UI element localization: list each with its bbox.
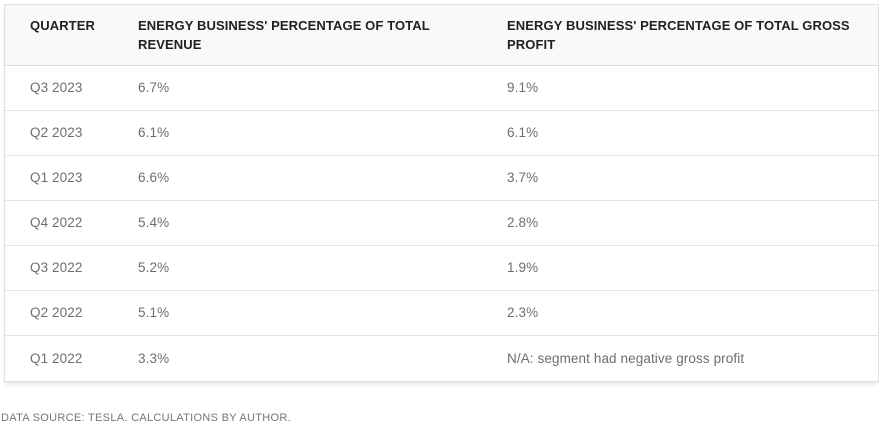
cell-revenue-pct: 6.7%: [138, 80, 170, 96]
table-row: Q3 2022 5.2% 1.9%: [5, 245, 878, 291]
table-row: Q1 2023 6.6% 3.7%: [5, 155, 878, 201]
cell-quarter: Q4 2022: [30, 215, 83, 231]
cell-quarter: Q2 2023: [30, 125, 83, 141]
table-row: Q2 2022 5.1% 2.3%: [5, 290, 878, 336]
cell-quarter: Q1 2023: [30, 170, 83, 186]
cell-revenue-pct: 5.1%: [138, 305, 170, 321]
cell-gross-profit-pct: 2.3%: [507, 305, 539, 321]
data-source-note: DATA SOURCE: TESLA. CALCULATIONS BY AUTH…: [1, 411, 292, 424]
cell-gross-profit-pct: 1.9%: [507, 260, 539, 276]
table-row: Q4 2022 5.4% 2.8%: [5, 200, 878, 246]
column-header-quarter: QUARTER: [30, 18, 95, 33]
cell-gross-profit-pct: 6.1%: [507, 125, 539, 141]
table-header-row: QUARTER ENERGY BUSINESS' PERCENTAGE OF T…: [5, 5, 878, 66]
cell-revenue-pct: 3.3%: [138, 350, 170, 366]
table-row: Q2 2023 6.1% 6.1%: [5, 110, 878, 156]
cell-gross-profit-pct: 2.8%: [507, 215, 539, 231]
cell-quarter: Q3 2022: [30, 260, 83, 276]
table-row: Q1 2022 3.3% N/A: segment had negative g…: [5, 335, 878, 381]
cell-revenue-pct: 5.2%: [138, 260, 170, 276]
column-header-revenue-pct: ENERGY BUSINESS' PERCENTAGE OF TOTAL REV…: [138, 18, 430, 52]
table-row: Q3 2023 6.7% 9.1%: [5, 65, 878, 111]
column-header-gross-profit-pct: ENERGY BUSINESS' PERCENTAGE OF TOTAL GRO…: [507, 18, 850, 52]
cell-revenue-pct: 6.6%: [138, 170, 170, 186]
cell-quarter: Q2 2022: [30, 305, 83, 321]
cell-quarter: Q1 2022: [30, 350, 83, 366]
cell-gross-profit-pct: N/A: segment had negative gross profit: [507, 350, 745, 366]
cell-revenue-pct: 5.4%: [138, 215, 170, 231]
cell-gross-profit-pct: 3.7%: [507, 170, 539, 186]
cell-revenue-pct: 6.1%: [138, 125, 170, 141]
cell-quarter: Q3 2023: [30, 80, 83, 96]
cell-gross-profit-pct: 9.1%: [507, 80, 539, 96]
energy-business-table: QUARTER ENERGY BUSINESS' PERCENTAGE OF T…: [4, 4, 879, 382]
